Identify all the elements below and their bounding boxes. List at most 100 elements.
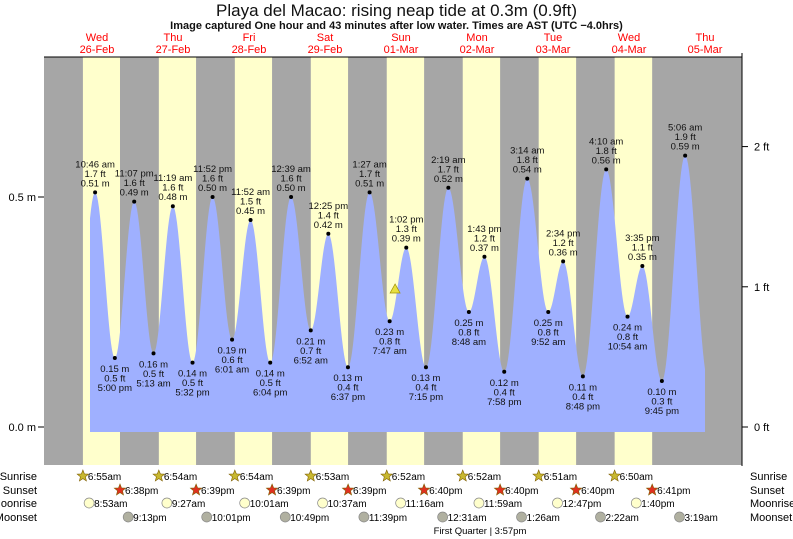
high-tide-label: 1.8 ft: [596, 146, 617, 157]
moonset-moon-icon: [201, 511, 213, 523]
high-tide-label: 1.7 ft: [85, 169, 106, 180]
chart-subtitle: Image captured One hour and 43 minutes a…: [170, 20, 623, 32]
low-tide-label: 0.4 ft: [337, 383, 358, 394]
low-tide-label: 9:52 am: [531, 337, 565, 348]
low-tide-label: 0.11 m: [569, 382, 597, 393]
tide-extreme-point: [132, 199, 137, 204]
low-tide-label: 0.14 m: [178, 369, 207, 380]
tide-extreme-point: [367, 190, 372, 195]
high-tide-label: 1.8 ft: [517, 155, 538, 166]
high-tide-label: 10:46 am: [75, 159, 115, 170]
tide-extreme-point: [625, 314, 630, 319]
high-tide-label: 0.39 m: [392, 234, 421, 245]
sunset-star-icon: [189, 483, 203, 496]
day-of-week-label: Wed: [86, 32, 108, 44]
sunset-row-label-right: Sunset: [750, 485, 784, 497]
left-axis-tick-label: 0.0 m: [8, 422, 36, 434]
high-tide-label: 1.2 ft: [474, 233, 495, 244]
date-label: 04-Mar: [612, 44, 647, 56]
sunrise-star-icon: [456, 469, 470, 482]
date-label: 05-Mar: [688, 44, 723, 56]
tide-extreme-point: [423, 365, 428, 370]
high-tide-label: 1.6 ft: [280, 174, 301, 185]
high-tide-label: 1.1 ft: [632, 243, 653, 254]
low-tide-label: 0.8 ft: [538, 328, 559, 339]
right-axis-tick-label: 1 ft: [754, 282, 769, 294]
sunset-star-icon: [645, 483, 659, 496]
high-tide-label: 0.52 m: [434, 174, 463, 185]
sunrise-time: 6:50am: [620, 472, 653, 483]
tide-extreme-point: [683, 153, 688, 158]
sunset-star-icon: [493, 483, 507, 496]
tide-extreme-point: [640, 264, 645, 268]
low-tide-label: 10:54 am: [608, 342, 648, 353]
low-tide-label: 0.4 ft: [494, 387, 515, 398]
low-tide-label: 0.15 m: [100, 364, 129, 375]
moonrise-moon-icon: [317, 497, 328, 509]
moon-phase-label: First Quarter | 3:57pm: [434, 526, 527, 537]
high-tide-label: 1:27 am: [352, 159, 386, 170]
high-tide-label: 1.3 ft: [396, 224, 417, 235]
sunrise-star-icon: [228, 469, 242, 482]
tide-extreme-point: [546, 310, 551, 314]
sunrise-time: 6:52am: [392, 472, 425, 483]
high-tide-label: 1.6 ft: [202, 174, 223, 185]
sunrise-star-icon: [532, 469, 546, 482]
low-tide-label: 5:13 am: [136, 378, 170, 389]
moonrise-moon-icon: [630, 497, 642, 509]
moonset-time: 10:49pm: [290, 513, 329, 524]
sunset-row-label-left: Sunset: [3, 485, 37, 497]
sunset-star-icon: [341, 483, 355, 496]
tide-extreme-point: [112, 356, 117, 360]
moonrise-time: 10:01am: [250, 499, 289, 510]
high-tide-label: 0.48 m: [158, 192, 187, 203]
low-tide-label: 8:48 am: [452, 337, 486, 348]
day-of-week-label: Tue: [544, 32, 563, 44]
low-tide-label: 0.24 m: [613, 323, 642, 334]
sunrise-time: 6:51am: [544, 472, 577, 483]
high-tide-label: 0.42 m: [314, 220, 343, 231]
low-tide-label: 0.14 m: [256, 369, 285, 380]
tide-extreme-point: [659, 379, 664, 383]
low-tide-label: 0.3 ft: [651, 397, 672, 408]
high-tide-label: 0.35 m: [628, 252, 657, 263]
high-tide-label: 0.49 m: [120, 188, 149, 199]
sunrise-star-icon: [380, 469, 394, 482]
moonrise-time: 11:59am: [484, 499, 522, 510]
chart-title: Playa del Macao: rising neap tide at 0.3…: [216, 1, 577, 20]
tide-extreme-point: [93, 190, 98, 195]
low-tide-label: 5:32 pm: [175, 388, 209, 399]
moonset-moon-icon: [437, 511, 448, 523]
low-tide-label: 0.8 ft: [379, 337, 400, 348]
low-tide-label: 0.21 m: [296, 336, 325, 347]
sunset-time: 6:39pm: [353, 486, 386, 497]
high-tide-label: 11:52 am: [231, 187, 270, 198]
high-tide-label: 1:43 pm: [467, 224, 501, 235]
sunset-time: 6:39pm: [277, 486, 310, 497]
high-tide-label: 1.9 ft: [675, 132, 696, 143]
sunrise-star-icon: [76, 469, 90, 482]
high-tide-label: 1.2 ft: [553, 238, 574, 249]
tide-extreme-point: [230, 337, 235, 342]
moonset-row-label-right: Moonset: [750, 512, 792, 524]
tide-extreme-point: [466, 310, 471, 314]
low-tide-label: 0.16 m: [139, 359, 168, 370]
tide-extreme-point: [604, 167, 609, 172]
moonset-time: 9:13pm: [133, 513, 166, 524]
moonset-moon-icon: [358, 511, 370, 523]
low-tide-label: 6:37 pm: [331, 392, 365, 403]
low-tide-label: 0.12 m: [490, 378, 519, 389]
moonset-moon-icon: [279, 511, 291, 523]
moonrise-moon-icon: [239, 497, 251, 509]
low-tide-label: 0.7 ft: [300, 346, 321, 357]
moonset-time: 1:26am: [527, 513, 560, 524]
moonset-moon-icon: [674, 511, 685, 523]
low-tide-label: 0.10 m: [647, 387, 676, 398]
low-tide-label: 0.5 ft: [143, 369, 164, 380]
low-tide-label: 6:01 am: [215, 365, 249, 376]
high-tide-label: 0.54 m: [513, 165, 542, 176]
tide-extreme-point: [248, 218, 253, 222]
sunset-star-icon: [265, 483, 279, 496]
